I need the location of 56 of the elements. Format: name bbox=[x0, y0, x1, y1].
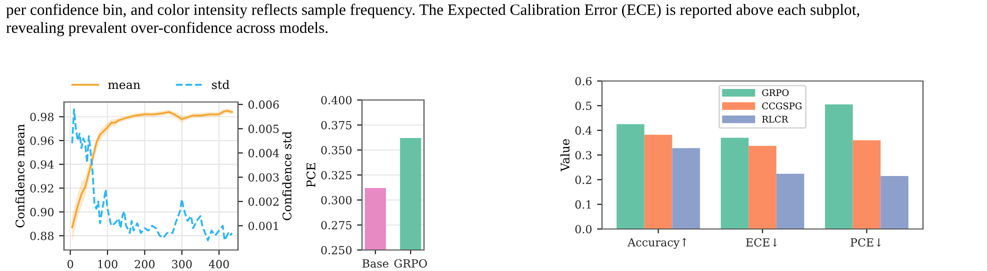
x-tick-label: Base bbox=[362, 259, 388, 268]
y-tick-label: 0.94 bbox=[30, 160, 54, 169]
y-tick-label: 0.90 bbox=[30, 208, 54, 216]
y-axis-title: Value bbox=[560, 139, 570, 172]
y2-tick-label: 0.006 bbox=[248, 100, 279, 109]
bar bbox=[776, 174, 804, 229]
legend-label: mean bbox=[108, 82, 140, 90]
legend-label: std bbox=[212, 80, 230, 90]
y-tick-label: 0.96 bbox=[30, 136, 54, 145]
y-tick-label: 0.400 bbox=[321, 96, 352, 104]
y-tick-label: 0.300 bbox=[321, 196, 352, 204]
bar bbox=[672, 148, 700, 229]
y-tick-label: 0.250 bbox=[321, 246, 352, 254]
y-tick-label: 0.1 bbox=[575, 200, 591, 209]
text: per confidence bin, and color intensity reflects sample frequency. The Expected Calibration Error (ECE) is reported above each subplot, bbox=[6, 4, 860, 18]
x-tick-label: 400 bbox=[208, 260, 229, 268]
y-tick-label: 0.5 bbox=[575, 102, 592, 110]
bar bbox=[880, 176, 908, 229]
y2-tick-label: 0.005 bbox=[248, 124, 279, 134]
y-tick-label: 0.92 bbox=[30, 184, 54, 193]
y-axis-title: PCE bbox=[306, 163, 316, 188]
x-tick-label: Accuracy↑ bbox=[628, 238, 687, 249]
x-tick-label: 300 bbox=[172, 260, 192, 268]
y-tick-label: 0.0 bbox=[575, 224, 592, 234]
bar bbox=[616, 124, 644, 229]
y-tick-label: 0.275 bbox=[321, 220, 352, 230]
x-tick-label: 200 bbox=[134, 260, 155, 268]
x-tick-label: ECE↓ bbox=[746, 238, 778, 247]
bar bbox=[825, 104, 853, 229]
y-tick-label: 0.325 bbox=[321, 170, 352, 180]
x-tick-label: PCE↓ bbox=[850, 238, 882, 247]
y2-axis-title: Confidence std bbox=[282, 131, 292, 220]
y-axis-title: Confidence mean bbox=[15, 124, 24, 228]
y-tick-label: 0.98 bbox=[30, 112, 54, 122]
y2-tick-label: 0.002 bbox=[248, 197, 278, 206]
bar bbox=[644, 134, 672, 229]
y-tick-label: 0.4 bbox=[575, 126, 592, 135]
y-tick-label: 0.2 bbox=[575, 176, 592, 184]
y2-tick-label: 0.004 bbox=[248, 148, 279, 158]
bar bbox=[852, 140, 881, 229]
legend-label: GRPO bbox=[762, 89, 789, 96]
y2-tick-label: 0.003 bbox=[248, 173, 279, 182]
x-tick-label: 100 bbox=[98, 260, 118, 268]
y2-tick-label: 0.001 bbox=[248, 222, 278, 230]
legend-label: CCGSPG bbox=[762, 102, 802, 110]
legend-label: RLCR bbox=[762, 116, 788, 123]
x-tick-label: GRPO bbox=[394, 259, 427, 268]
bar bbox=[720, 138, 749, 229]
y-tick-label: 0.6 bbox=[575, 76, 592, 86]
bar bbox=[748, 146, 776, 229]
y-tick-label: 0.350 bbox=[321, 146, 352, 154]
y-tick-label: 0.375 bbox=[321, 120, 352, 130]
y-tick-label: 0.88 bbox=[30, 232, 54, 240]
y-tick-label: 0.3 bbox=[575, 150, 592, 160]
text: revealing prevalent over-confidence across models. bbox=[6, 22, 328, 36]
x-tick-label: 0 bbox=[68, 260, 74, 268]
